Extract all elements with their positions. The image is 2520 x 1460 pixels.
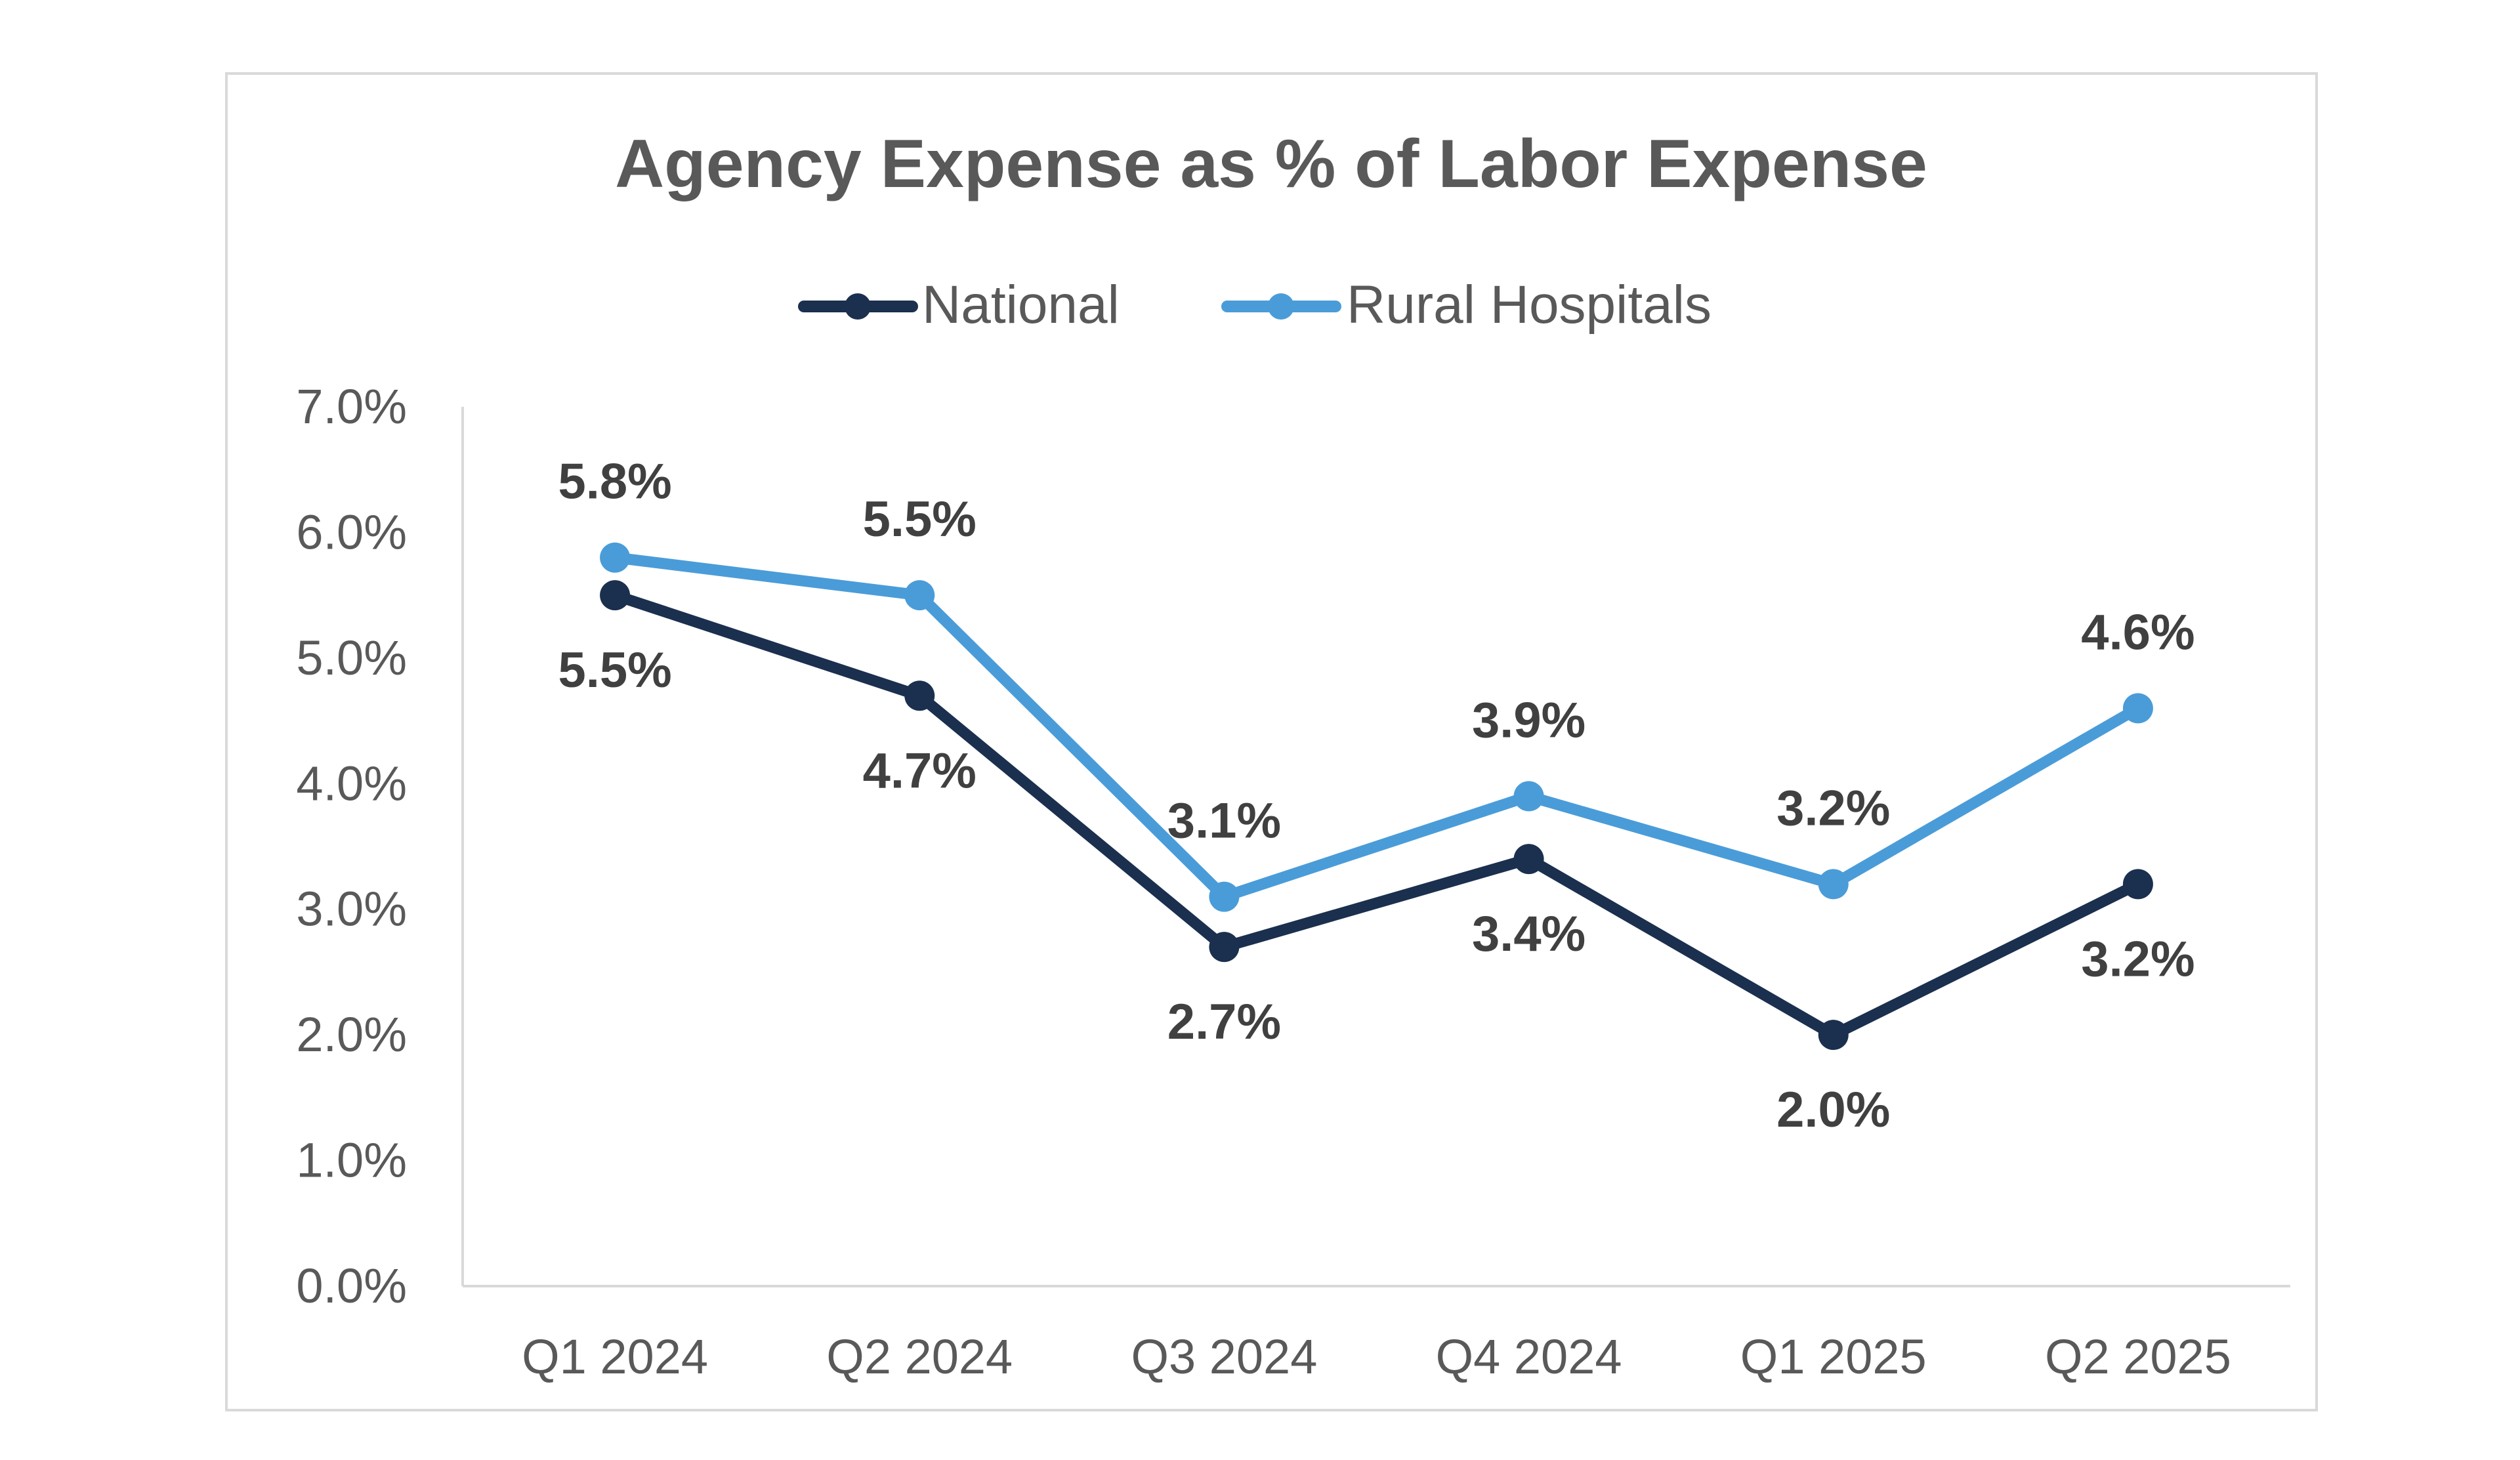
data-point-national xyxy=(600,580,631,611)
data-labels: 5.5% 4.7% 2.7% 3.4% 2.0% 3.2% 5.8% 5.5% 3.1% 3.9%… xyxy=(558,454,2194,1138)
data-point-rural-hospitals xyxy=(2122,693,2153,724)
x-tick-label: Q3 2024 xyxy=(1131,1329,1317,1384)
chart-title: Agency Expense as % of Labor Expense xyxy=(615,126,1927,202)
data-label-national: 3.2% xyxy=(2081,931,2194,987)
y-tick-label: 2.0% xyxy=(296,1007,407,1062)
data-point-national xyxy=(1513,844,1544,875)
data-point-rural-hospitals xyxy=(904,580,935,611)
data-label-national: 2.0% xyxy=(1776,1082,1890,1138)
y-tick-label: 6.0% xyxy=(296,505,407,559)
y-tick-label: 4.0% xyxy=(296,756,407,810)
y-tick-label: 7.0% xyxy=(296,379,407,434)
data-point-national xyxy=(904,680,935,711)
series-layer xyxy=(600,542,2153,1051)
x-tick-label: Q2 2025 xyxy=(2045,1329,2231,1384)
x-axis-ticks: Q1 2024 Q2 2024 Q3 2024 Q4 2024 Q1 2025 Q2 20… xyxy=(522,1329,2231,1384)
data-point-rural-hospitals xyxy=(1209,881,1240,912)
legend: National Rural Hospitals xyxy=(798,275,1712,335)
y-tick-label: 0.0% xyxy=(296,1259,407,1313)
data-label-national: 2.7% xyxy=(1167,994,1281,1050)
data-point-national xyxy=(2122,869,2153,900)
data-label-rural-hospitals: 3.2% xyxy=(1776,780,1890,836)
data-point-rural-hospitals xyxy=(600,542,631,573)
y-axis-ticks: 0.0% 1.0% 2.0% 3.0% 4.0% 5.0% 6.0% 7.0% xyxy=(296,379,407,1313)
data-label-rural-hospitals: 5.5% xyxy=(863,491,976,547)
series-line-national xyxy=(609,589,2144,1041)
legend-marker-national xyxy=(845,293,871,320)
x-tick-label: Q4 2024 xyxy=(1436,1329,1622,1384)
series-line-rural-hospitals xyxy=(609,552,2144,903)
legend-label-national: National xyxy=(922,275,1120,335)
y-tick-label: 3.0% xyxy=(296,882,407,936)
legend-marker-rural-hospitals xyxy=(1268,293,1294,320)
data-point-national xyxy=(1818,1020,1849,1051)
data-point-national xyxy=(1209,932,1240,963)
chart-frame xyxy=(225,72,2318,1411)
x-tick-label: Q2 2024 xyxy=(826,1329,1013,1384)
y-tick-label: 5.0% xyxy=(296,631,407,685)
data-point-rural-hospitals xyxy=(1818,869,1849,900)
y-tick-label: 1.0% xyxy=(296,1133,407,1188)
x-tick-label: Q1 2024 xyxy=(522,1329,708,1384)
data-label-national: 5.5% xyxy=(558,642,671,698)
data-label-rural-hospitals: 4.6% xyxy=(2081,604,2194,660)
data-label-national: 4.7% xyxy=(863,743,976,799)
x-tick-label: Q1 2025 xyxy=(1740,1329,1927,1384)
data-label-national: 3.4% xyxy=(1472,906,1586,962)
data-point-rural-hospitals xyxy=(1513,781,1544,812)
data-label-rural-hospitals: 3.1% xyxy=(1167,793,1281,849)
data-label-rural-hospitals: 5.8% xyxy=(558,454,671,510)
legend-label-rural-hospitals: Rural Hospitals xyxy=(1347,275,1712,335)
data-label-rural-hospitals: 3.9% xyxy=(1472,692,1586,748)
